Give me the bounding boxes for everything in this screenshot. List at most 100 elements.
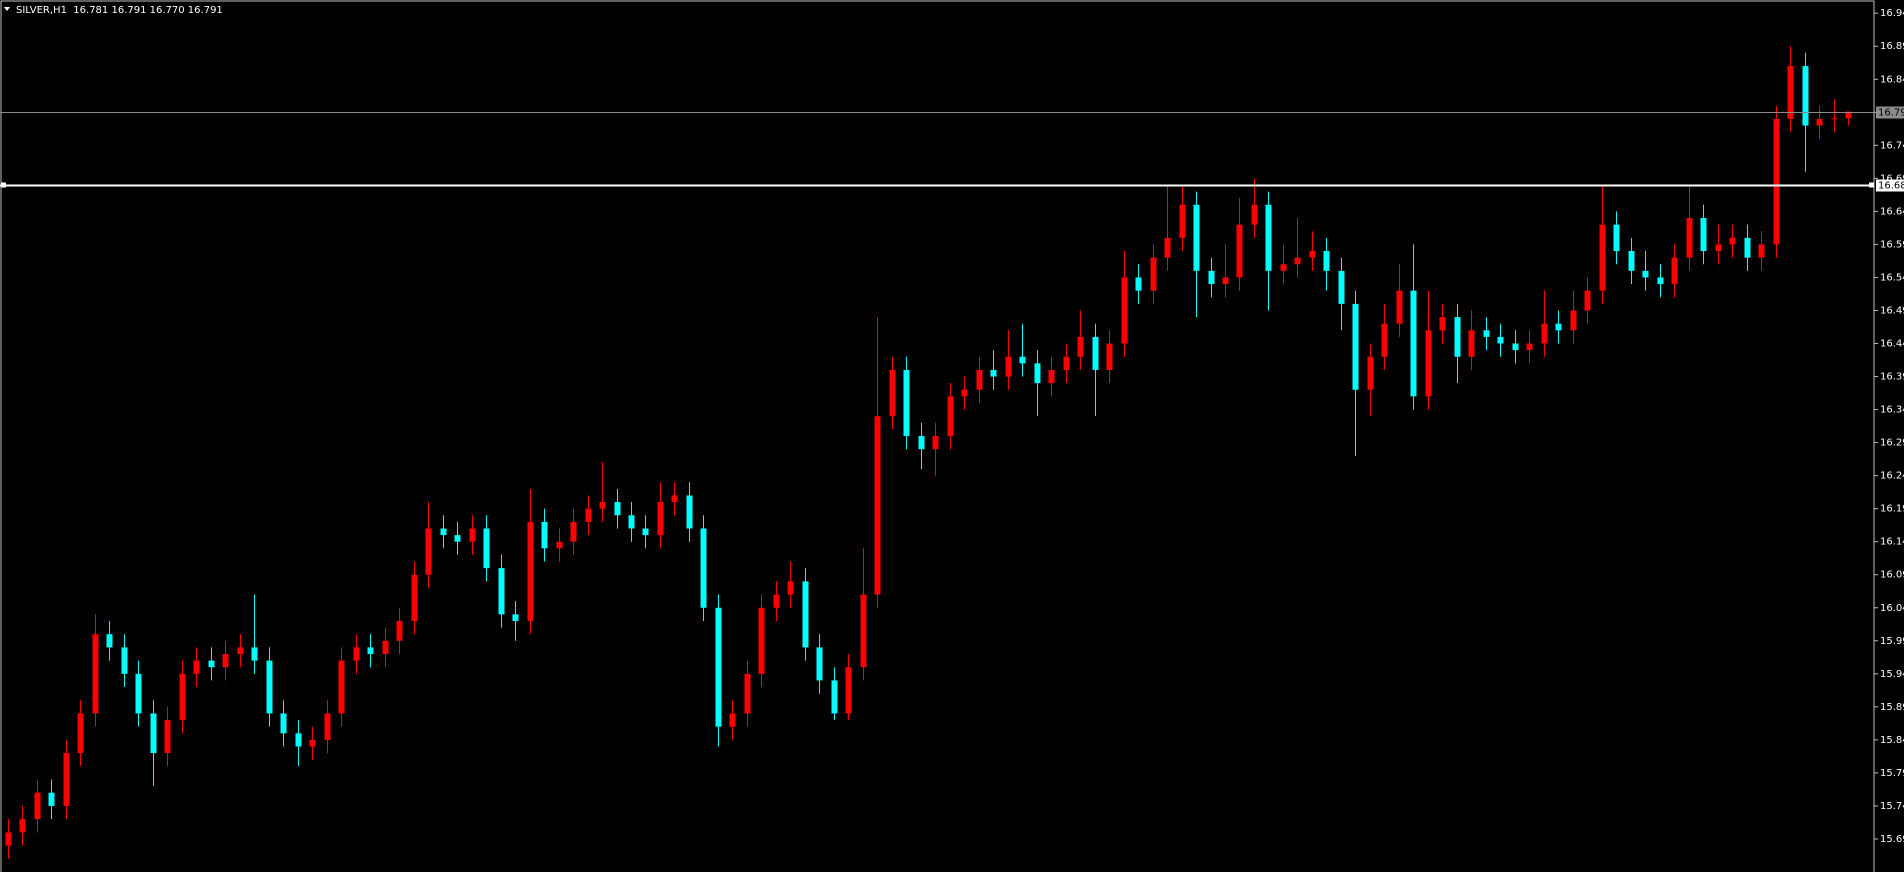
candle-body [1309, 251, 1316, 258]
candle-body [164, 720, 171, 754]
candle-body [1150, 257, 1157, 291]
candle-body [657, 502, 664, 536]
candle-body [527, 521, 534, 621]
candle-body [918, 436, 925, 450]
price-line-label: 16.79 [1878, 108, 1904, 119]
candle-body [19, 819, 26, 833]
candle-body [802, 581, 809, 648]
y-tick-label: 16.69 [1880, 173, 1904, 184]
y-tick-label: 16.14 [1880, 537, 1904, 548]
candle-body [1773, 118, 1780, 245]
candle-body [1541, 323, 1548, 344]
candle-body [1845, 111, 1852, 119]
candle-body [440, 528, 447, 536]
candle-body [1729, 237, 1736, 245]
candle-body [1092, 336, 1099, 370]
y-tick-label: 16.29 [1880, 438, 1904, 449]
candle-body [1439, 317, 1446, 331]
candle-body [338, 660, 345, 714]
candle-body [1106, 343, 1113, 370]
candle-body [77, 713, 84, 754]
candle-body [845, 667, 852, 714]
candle-body [1352, 303, 1359, 390]
y-tick-label: 15.99 [1880, 636, 1904, 647]
candle-body [266, 660, 273, 714]
candle-body [222, 654, 229, 668]
candle-body [903, 369, 910, 436]
candle-body [1048, 369, 1055, 384]
candle-body [469, 528, 476, 542]
candle-body [425, 528, 432, 575]
candle-body [816, 647, 823, 681]
candle-body [454, 535, 461, 542]
candle-body [1323, 251, 1330, 271]
candle-body [1193, 204, 1200, 271]
candle-body [686, 495, 693, 529]
candle-body [541, 521, 548, 549]
candle-body [585, 508, 592, 522]
candle-body [295, 733, 302, 747]
candle-body [1019, 356, 1026, 364]
candle-body [498, 568, 505, 615]
candle-body [961, 389, 968, 397]
candle-body [1410, 290, 1417, 397]
candle-body [642, 528, 649, 536]
level-handle [1, 182, 6, 188]
candle-body [150, 713, 157, 754]
price-line-box [1876, 106, 1904, 119]
candle-body [106, 634, 113, 648]
candle-body [614, 502, 621, 516]
candle-body [1294, 257, 1301, 265]
candle-body [1164, 237, 1171, 258]
level-handle [1869, 182, 1874, 188]
candle-body [1497, 336, 1504, 344]
candle-body [1570, 310, 1577, 331]
candle-body [1744, 237, 1751, 258]
y-tick-label: 16.49 [1880, 305, 1904, 316]
candle-body [773, 594, 780, 608]
candle-body [1671, 257, 1678, 285]
candle-body [208, 660, 215, 668]
y-tick-label: 16.09 [1880, 570, 1904, 581]
candle-body [121, 647, 128, 674]
y-tick-label: 16.94 [1880, 8, 1904, 19]
candle-body [570, 521, 577, 542]
candle-body [1367, 356, 1374, 390]
candle-body [324, 713, 331, 740]
candle-body [1121, 277, 1128, 344]
y-tick-label: 15.89 [1880, 702, 1904, 713]
y-tick-label: 15.69 [1880, 834, 1904, 845]
y-tick-label: 16.39 [1880, 372, 1904, 383]
y-tick-label: 16.64 [1880, 206, 1904, 217]
candle-body [1787, 66, 1794, 119]
y-tick-label: 15.74 [1880, 801, 1904, 812]
candle-body [1512, 343, 1519, 351]
candle-body [1063, 356, 1070, 370]
candle-body [309, 739, 316, 747]
candle-body [1208, 270, 1215, 285]
candle-body [193, 660, 200, 674]
candle-body [280, 713, 287, 734]
y-tick-label: 15.84 [1880, 735, 1904, 746]
chart-title: SILVER,H1 16.781 16.791 16.770 16.791 [16, 5, 223, 16]
y-tick-label: 16.24 [1880, 471, 1904, 482]
y-tick-label: 16.74 [1880, 140, 1904, 151]
candle-body [700, 528, 707, 608]
candle-body [353, 647, 360, 661]
candle-body [237, 647, 244, 654]
candle-body [947, 396, 954, 436]
candle-body [874, 416, 881, 595]
menu-triangle [4, 7, 10, 11]
candle-body [860, 594, 867, 668]
candle-body [1628, 251, 1635, 271]
candle-body [92, 634, 99, 714]
candle-body [729, 713, 736, 727]
candle-body [5, 832, 12, 846]
candle-body [512, 614, 519, 621]
candle-body [831, 680, 838, 714]
y-tick-label: 16.04 [1880, 603, 1904, 614]
candle-body [1526, 343, 1533, 351]
candle-body [1135, 277, 1142, 291]
candle-body [1642, 270, 1649, 278]
